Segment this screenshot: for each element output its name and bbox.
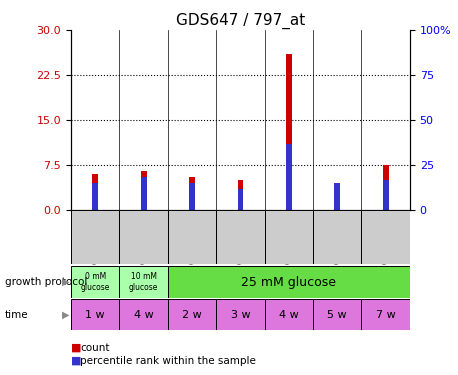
Bar	[93, 174, 98, 210]
Bar	[71, 210, 120, 264]
Bar	[313, 210, 361, 264]
Bar	[168, 299, 216, 330]
Bar	[334, 183, 340, 210]
Bar	[361, 299, 410, 330]
Text: 25 mM glucose: 25 mM glucose	[241, 276, 336, 289]
Text: count: count	[80, 343, 109, 353]
Bar	[168, 210, 216, 264]
Text: 5 w: 5 w	[327, 310, 347, 320]
Bar	[383, 165, 388, 210]
Bar	[93, 183, 98, 210]
Text: ■: ■	[71, 343, 82, 353]
Text: time: time	[5, 310, 28, 320]
Bar	[141, 171, 147, 210]
Bar	[120, 210, 168, 264]
Bar	[216, 210, 265, 264]
Text: ▶: ▶	[62, 277, 69, 287]
Text: 3 w: 3 w	[231, 310, 250, 320]
Bar	[71, 299, 120, 330]
Bar	[168, 266, 410, 298]
Bar	[383, 180, 388, 210]
Bar	[120, 266, 168, 298]
Text: 0 mM
glucose: 0 mM glucose	[81, 273, 110, 292]
Text: 7 w: 7 w	[376, 310, 396, 320]
Text: 4 w: 4 w	[134, 310, 153, 320]
Bar	[238, 180, 243, 210]
Text: 2 w: 2 w	[182, 310, 202, 320]
Bar	[286, 144, 292, 210]
Bar	[286, 54, 292, 210]
Bar	[334, 183, 340, 210]
Bar	[189, 177, 195, 210]
Text: 10 mM
glucose: 10 mM glucose	[129, 273, 158, 292]
Text: percentile rank within the sample: percentile rank within the sample	[80, 356, 256, 366]
Bar	[120, 299, 168, 330]
Bar	[265, 210, 313, 264]
Text: ■: ■	[71, 356, 82, 366]
Text: ▶: ▶	[62, 310, 69, 320]
Text: growth protocol: growth protocol	[5, 277, 87, 287]
Text: 1 w: 1 w	[85, 310, 105, 320]
Bar	[216, 299, 265, 330]
Bar	[71, 266, 120, 298]
Bar	[189, 183, 195, 210]
Title: GDS647 / 797_at: GDS647 / 797_at	[176, 12, 305, 28]
Bar	[265, 299, 313, 330]
Bar	[313, 299, 361, 330]
Bar	[238, 189, 243, 210]
Text: 4 w: 4 w	[279, 310, 299, 320]
Bar	[361, 210, 410, 264]
Bar	[141, 177, 147, 210]
